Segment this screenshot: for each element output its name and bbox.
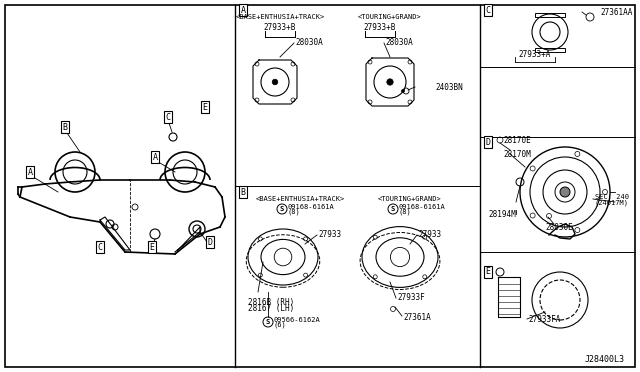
- Circle shape: [263, 317, 273, 327]
- Text: B: B: [63, 122, 67, 131]
- Text: <TOURING+GRAND>: <TOURING+GRAND>: [358, 14, 422, 20]
- Text: A: A: [28, 167, 33, 176]
- Text: 09168-6161A: 09168-6161A: [399, 204, 445, 210]
- Text: (6): (6): [274, 322, 287, 328]
- Text: 28170M: 28170M: [503, 150, 531, 158]
- Text: S: S: [280, 206, 284, 212]
- Text: D: D: [486, 138, 490, 147]
- Text: 09566-6162A: 09566-6162A: [274, 317, 321, 323]
- Text: 27933: 27933: [418, 230, 441, 238]
- Text: (8): (8): [288, 209, 301, 215]
- Text: 28170E: 28170E: [503, 135, 531, 144]
- Text: 09168-6161A: 09168-6161A: [288, 204, 335, 210]
- Text: 27933F: 27933F: [397, 292, 425, 301]
- Text: 28030A: 28030A: [295, 38, 323, 46]
- Text: A: A: [152, 153, 157, 161]
- Text: 27933+A: 27933+A: [519, 49, 551, 58]
- Text: 27933+B: 27933+B: [264, 22, 296, 32]
- Text: 28194M: 28194M: [488, 209, 516, 218]
- Text: 28030A: 28030A: [385, 38, 413, 46]
- Text: (8): (8): [399, 209, 412, 215]
- Text: E: E: [486, 267, 490, 276]
- Text: 28030E: 28030E: [545, 222, 573, 231]
- Text: SEC. 240: SEC. 240: [595, 194, 629, 200]
- Text: C: C: [166, 112, 170, 122]
- Text: D: D: [207, 237, 212, 247]
- Text: <BASE+ENTHUSIA+TRACK>: <BASE+ENTHUSIA+TRACK>: [236, 14, 324, 20]
- Text: S: S: [391, 206, 395, 212]
- Text: 2403BN: 2403BN: [435, 83, 463, 92]
- Text: C: C: [97, 243, 102, 251]
- Bar: [535, 13, 565, 17]
- Circle shape: [387, 79, 393, 85]
- Text: (24017M): (24017M): [595, 200, 629, 206]
- Text: <BASE+ENTHUSIA+TRACK>: <BASE+ENTHUSIA+TRACK>: [255, 196, 344, 202]
- Text: 2816B (RH): 2816B (RH): [248, 298, 294, 307]
- Text: C: C: [486, 6, 490, 15]
- Text: 27361AA: 27361AA: [600, 7, 632, 16]
- Text: 28167 (LH): 28167 (LH): [248, 305, 294, 314]
- Text: B: B: [241, 187, 246, 196]
- Circle shape: [560, 187, 570, 197]
- Circle shape: [272, 79, 278, 85]
- Circle shape: [401, 90, 404, 93]
- Circle shape: [388, 204, 398, 214]
- Text: A: A: [241, 6, 246, 15]
- Text: 27933+B: 27933+B: [364, 22, 396, 32]
- Text: <TOURING+GRAND>: <TOURING+GRAND>: [378, 196, 442, 202]
- Text: 27361A: 27361A: [403, 312, 431, 321]
- Text: E: E: [202, 103, 207, 112]
- Text: J28400L3: J28400L3: [585, 355, 625, 364]
- Text: E: E: [150, 243, 154, 251]
- Text: 27933FA: 27933FA: [528, 315, 561, 324]
- Circle shape: [277, 204, 287, 214]
- Text: S: S: [266, 319, 270, 325]
- Text: 27933: 27933: [318, 230, 341, 238]
- Bar: [535, 48, 565, 52]
